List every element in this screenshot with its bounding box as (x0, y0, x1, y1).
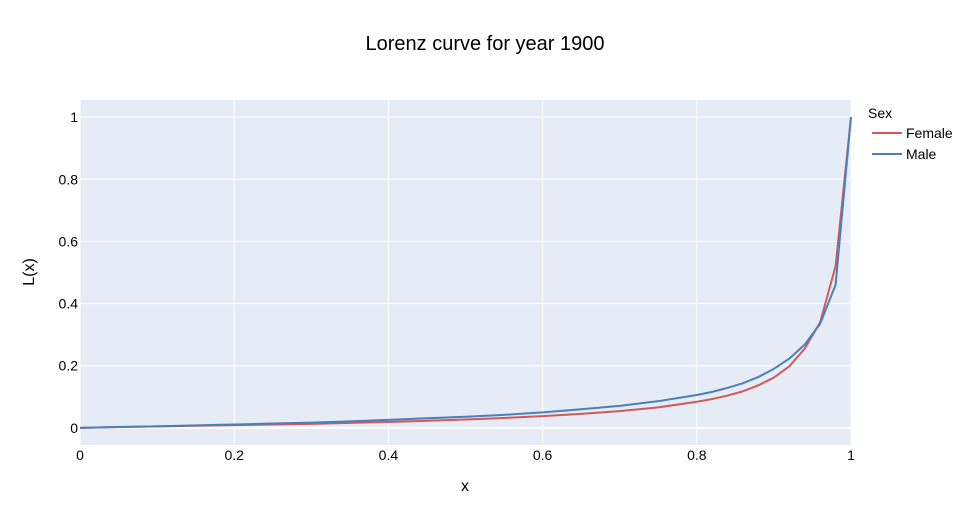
y-tick-label: 0.4 (59, 296, 79, 312)
x-tick-label: 0 (76, 447, 84, 463)
x-axis-label: x (461, 478, 469, 495)
y-gridlines (80, 116, 851, 429)
x-tick-labels: 0 0.2 0.4 0.6 0.8 1 (76, 447, 855, 463)
legend-item-female[interactable]: Female (872, 125, 953, 141)
legend-title: Sex (868, 105, 892, 121)
series-lines (79, 116, 852, 429)
x-tick-label: 0.2 (224, 447, 244, 463)
y-tick-label: 0.6 (59, 233, 79, 249)
y-tick-label: 0.2 (59, 358, 79, 374)
x-tick-label: 0.4 (379, 447, 399, 463)
x-tick-label: 1 (847, 447, 855, 463)
y-tick-label: 1 (70, 109, 78, 125)
legend: Sex Female Male (868, 105, 953, 162)
legend-items: Female Male (872, 125, 953, 162)
y-tick-label: 0 (70, 420, 78, 436)
chart-title: Lorenz curve for year 1900 (365, 33, 604, 55)
legend-label-female: Female (906, 125, 953, 141)
y-tick-labels: 0 0.2 0.4 0.6 0.8 1 (59, 109, 79, 436)
x-tick-label: 0.6 (533, 447, 553, 463)
y-axis-label: L(x) (21, 258, 38, 286)
x-tick-label: 0.8 (687, 447, 707, 463)
legend-label-male: Male (906, 146, 937, 162)
y-tick-label: 0.8 (59, 171, 79, 187)
legend-item-male[interactable]: Male (872, 146, 937, 162)
x-gridlines (79, 100, 852, 445)
series-line-male (79, 116, 852, 429)
plot-area (80, 100, 851, 445)
